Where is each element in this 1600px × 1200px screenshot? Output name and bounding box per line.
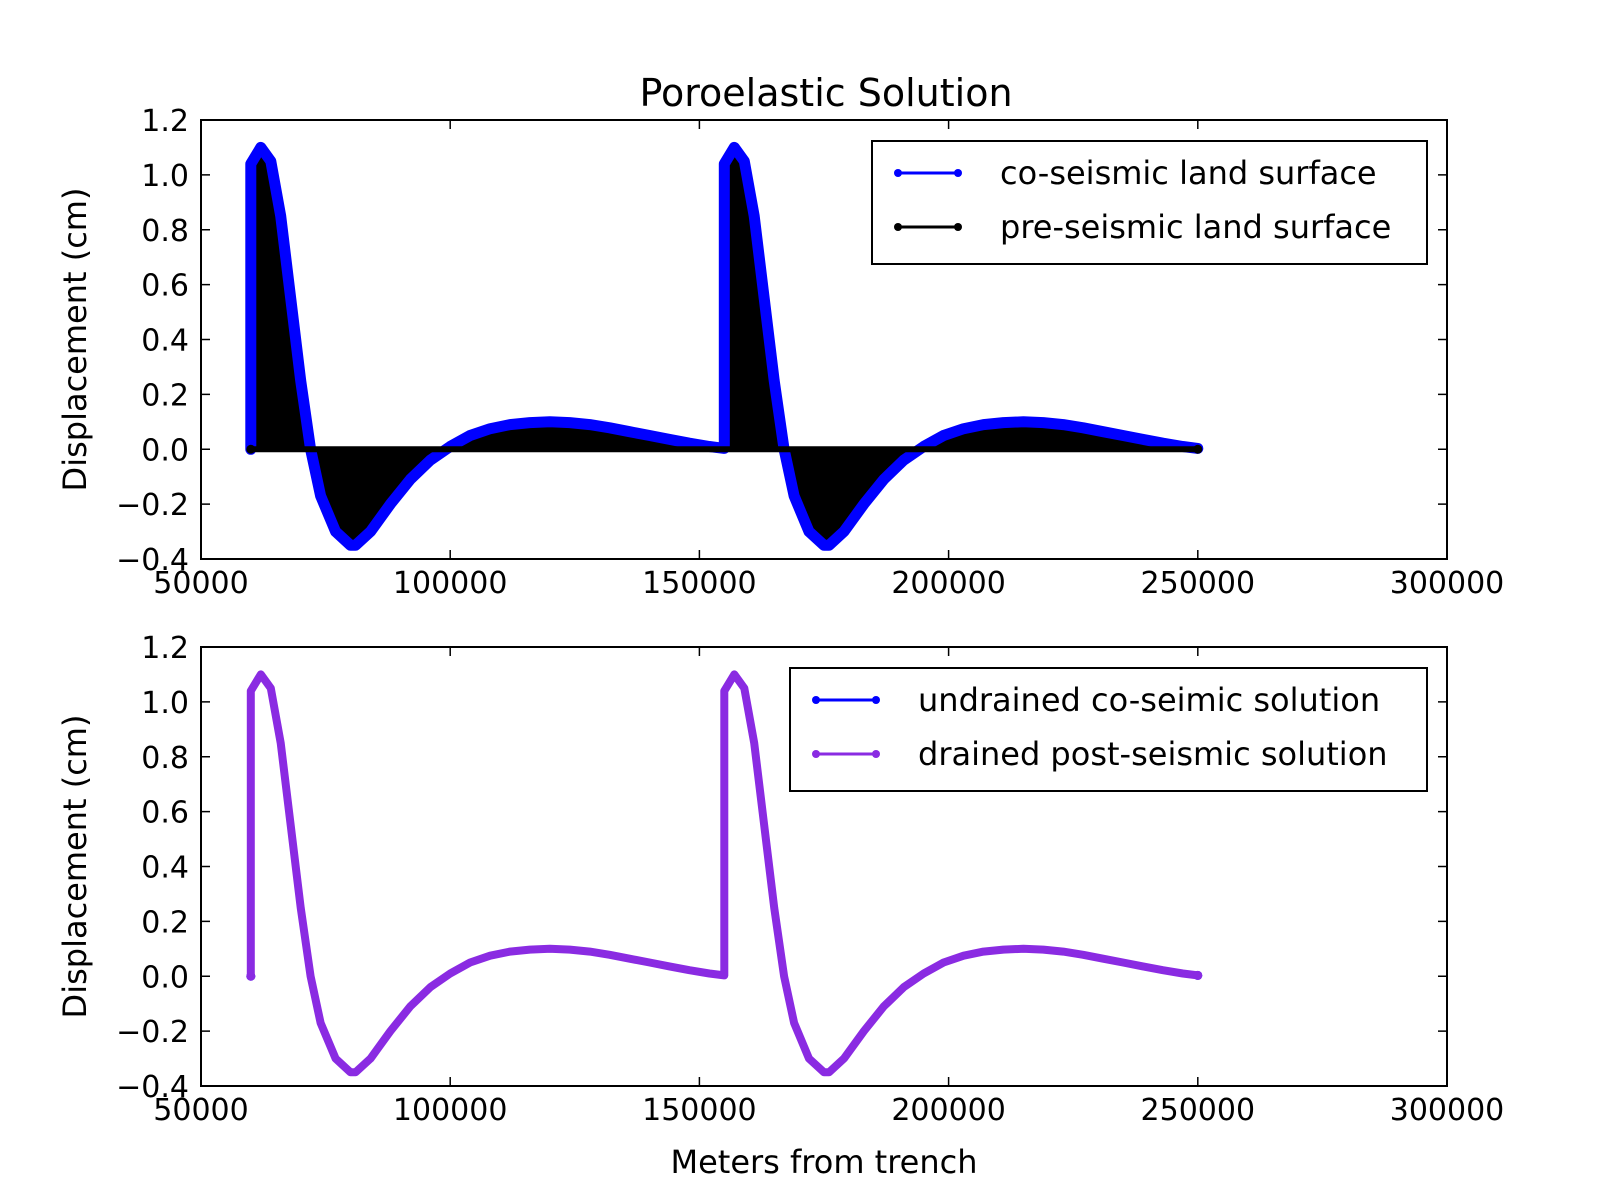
legend-marker xyxy=(812,696,820,704)
y-tick-label: 0.8 xyxy=(141,741,189,776)
x-tick-label: 200000 xyxy=(891,1093,1006,1128)
y-tick-label: −0.4 xyxy=(116,543,189,578)
y-tick-label: −0.4 xyxy=(116,1070,189,1105)
y-tick-label: 1.0 xyxy=(141,686,189,721)
x-tick-label: 50000 xyxy=(153,1093,248,1128)
y-tick-label: 0.6 xyxy=(141,796,189,831)
y-tick-label: 0.4 xyxy=(141,324,189,359)
legend-marker xyxy=(894,169,902,177)
y-tick-label: 0.8 xyxy=(141,214,189,249)
y-tick-label: −0.2 xyxy=(116,1015,189,1050)
series-point-drained-post-seismic-solution xyxy=(246,971,256,981)
legend: undrained co-seimic solution drained post… xyxy=(789,667,1428,792)
plot-area xyxy=(245,141,1204,551)
x-tick-label: 100000 xyxy=(393,566,508,601)
y-tick-label: 0.6 xyxy=(141,269,189,304)
y-tick-label: 0.0 xyxy=(141,433,189,468)
plot-area xyxy=(246,670,1203,1077)
series-point-pre-seismic-land-surface xyxy=(246,444,256,454)
top-subplot: 50000 100000 150000 200000 250000 300000 −0.4 −… xyxy=(56,104,1504,601)
legend-marker xyxy=(894,223,902,231)
y-tick-label: 1.0 xyxy=(141,159,189,194)
x-tick-label: 150000 xyxy=(642,1093,757,1128)
y-tick-label: 0.0 xyxy=(141,960,189,995)
series-point-drained-post-seismic-solution xyxy=(1193,970,1203,980)
series-point-pre-seismic-land-surface xyxy=(1193,444,1203,454)
legend-label-co-seismic-land-surface: co-seismic land surface xyxy=(1000,154,1377,192)
legend-frame xyxy=(871,140,1428,265)
y-tick-label: 0.2 xyxy=(141,905,189,940)
legend-marker xyxy=(872,696,880,704)
series-line-drained-post-seismic-solution xyxy=(246,670,1202,1077)
x-tick-label: 50000 xyxy=(153,566,248,601)
x-tick-label: 250000 xyxy=(1141,566,1256,601)
y-tick-label: 1.2 xyxy=(141,631,189,666)
y-tick-label: −0.2 xyxy=(116,488,189,523)
legend-label-undrained-co-seimic-solution: undrained co-seimic solution xyxy=(918,681,1380,719)
legend: co-seismic land surface pre-seismic land … xyxy=(871,140,1428,265)
legend-marker xyxy=(812,750,820,758)
legend-marker xyxy=(872,750,880,758)
bottom-subplot: 50000 100000 150000 200000 250000 300000 −0.4 −… xyxy=(56,631,1504,1181)
x-tick-label: 250000 xyxy=(1141,1093,1256,1128)
x-tick-label: 300000 xyxy=(1390,566,1505,601)
x-tick-label: 150000 xyxy=(642,566,757,601)
y-axis-label: Displacement (cm) xyxy=(56,188,94,492)
legend-label-drained-post-seismic-solution: drained post-seismic solution xyxy=(918,735,1388,773)
y-tick-label: 0.2 xyxy=(141,378,189,413)
x-tick-label: 200000 xyxy=(891,566,1006,601)
x-tick-label: 300000 xyxy=(1390,1093,1505,1128)
y-axis-label: Displacement (cm) xyxy=(56,715,94,1019)
legend-marker xyxy=(954,223,962,231)
figure-title: Poroelastic Solution xyxy=(639,71,1012,115)
legend-label-pre-seismic-land-surface: pre-seismic land surface xyxy=(1000,208,1391,246)
x-axis-label: Meters from trench xyxy=(670,1143,977,1181)
y-tick-label: 0.4 xyxy=(141,851,189,886)
y-tick-label: 1.2 xyxy=(141,104,189,139)
legend-marker xyxy=(954,169,962,177)
legend-frame xyxy=(789,667,1428,792)
x-tick-label: 100000 xyxy=(393,1093,508,1128)
